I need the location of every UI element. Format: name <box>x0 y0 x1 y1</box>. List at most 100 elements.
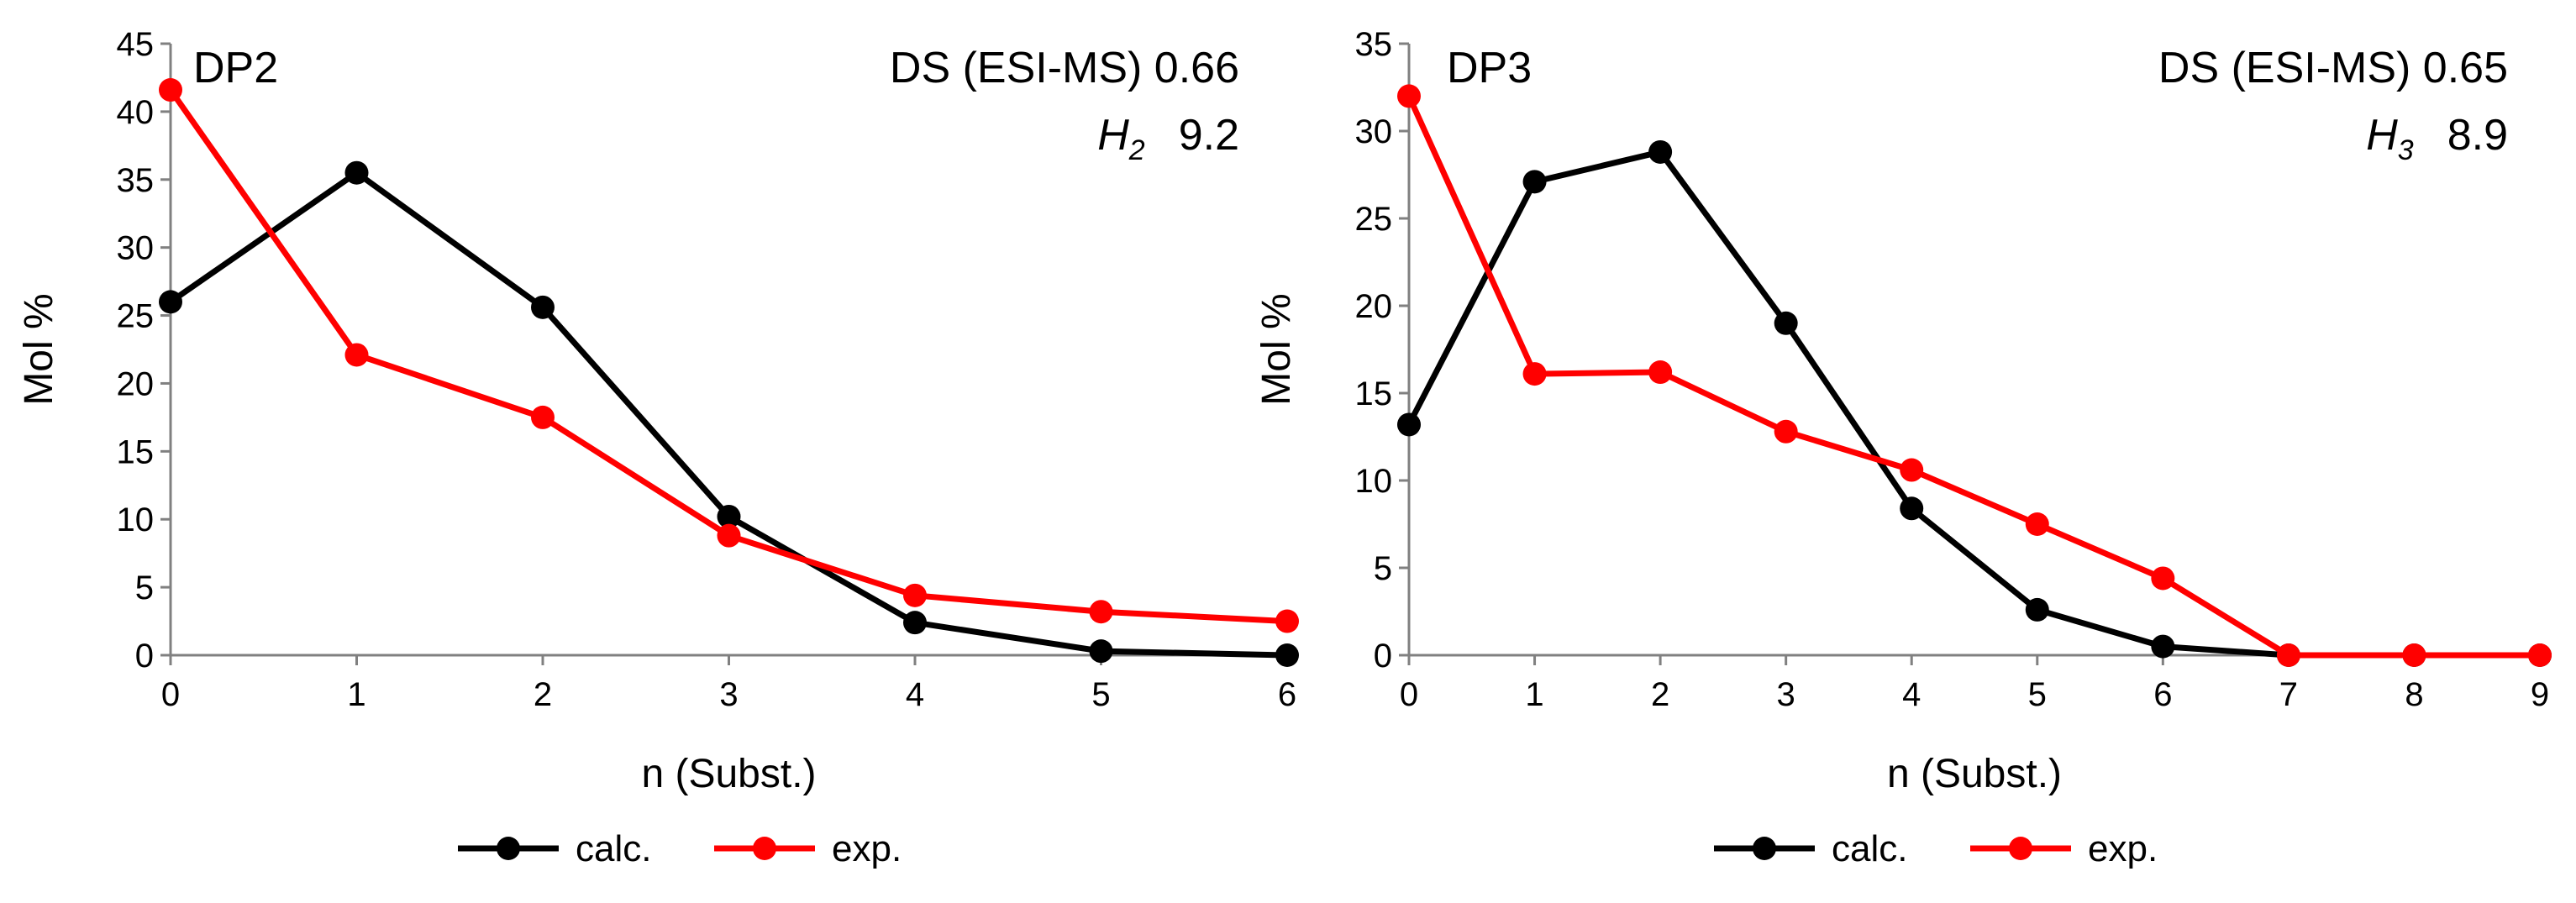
y-tick-label: 5 <box>135 570 154 606</box>
data-point <box>1648 360 1673 385</box>
data-point <box>1397 84 1421 108</box>
y-tick-label: 40 <box>117 94 155 131</box>
x-tick-label: 2 <box>1651 676 1669 713</box>
y-tick-label: 15 <box>1355 375 1393 412</box>
y-tick-label: 25 <box>1355 201 1393 238</box>
x-tick-label: 5 <box>2028 676 2047 713</box>
y-tick-label: 15 <box>117 433 155 470</box>
h-subscript: 3 <box>2398 134 2414 166</box>
series-line <box>1406 149 2540 659</box>
y-axis-title: Mol % <box>1254 293 1299 405</box>
chart-panel-dp3: 0 5 10 15 20 25 30 35 0 1 2 3 4 5 6 7 8 9 n (Subst.) Mol % D… <box>1254 26 2552 869</box>
data-point <box>344 160 369 185</box>
data-point <box>2151 634 2175 659</box>
y-tick-label: 20 <box>117 365 155 402</box>
legend-marker-exp <box>2009 837 2032 860</box>
data-point <box>2025 597 2049 622</box>
h-symbol: H <box>1097 111 1129 160</box>
legend: calc. exp. <box>1714 828 2158 869</box>
x-tick-label: 3 <box>1777 676 1795 713</box>
y-axis-title: Mol % <box>17 293 61 405</box>
data-point <box>2151 566 2175 591</box>
y-tick-label: 25 <box>117 298 155 335</box>
x-tick-label: 9 <box>2531 676 2549 713</box>
legend-label-exp: exp. <box>2088 828 2158 869</box>
data-point <box>1089 600 1113 624</box>
y-tick-label: 10 <box>1355 463 1393 500</box>
y-tick-label: 20 <box>1355 288 1393 325</box>
data-point <box>1522 170 1547 194</box>
x-tick-label: 4 <box>906 676 924 713</box>
h-annotation: H3 8.9 <box>2366 111 2508 166</box>
data-point <box>2276 643 2300 667</box>
legend: calc. exp. <box>458 828 902 869</box>
y-tick-label: 0 <box>135 638 154 675</box>
x-tick-label: 3 <box>719 676 738 713</box>
h-symbol: H <box>2366 111 2398 160</box>
data-point <box>159 290 182 314</box>
x-tick-label: 8 <box>2405 676 2423 713</box>
series-exp <box>159 78 1299 633</box>
y-tick-label: 0 <box>1374 638 1392 675</box>
data-point <box>1275 609 1299 633</box>
y-tick-label: 5 <box>1374 550 1392 587</box>
y-tick-label: 35 <box>117 162 155 199</box>
x-tick-label: 5 <box>1091 676 1110 713</box>
panel-label: DP2 <box>193 44 278 92</box>
h-subscript: 2 <box>1128 134 1145 166</box>
ds-annotation: DS (ESI-MS) 0.65 <box>2158 44 2508 92</box>
legend-label-calc: calc. <box>576 828 651 869</box>
data-point <box>903 611 927 635</box>
data-point <box>903 583 927 607</box>
series-line <box>1406 94 2540 659</box>
data-point <box>717 504 741 528</box>
data-point <box>531 405 555 429</box>
data-point <box>2528 643 2552 667</box>
panel-label: DP3 <box>1447 44 1532 92</box>
y-tick-label: 35 <box>1355 26 1393 63</box>
series-calc <box>1397 139 2552 667</box>
x-tick-label: 6 <box>2153 676 2172 713</box>
y-tick-label: 30 <box>1355 113 1393 150</box>
data-point <box>344 343 369 367</box>
legend-marker-calc <box>497 837 520 860</box>
h-value: 8.9 <box>2447 111 2508 160</box>
data-point <box>1522 362 1547 386</box>
series-line <box>169 170 1288 659</box>
data-point <box>1397 412 1421 437</box>
data-point <box>717 523 741 548</box>
data-point <box>1648 139 1673 164</box>
data-point <box>1774 311 1798 335</box>
y-tick-label: 45 <box>117 26 155 63</box>
x-tick-label: 7 <box>2279 676 2298 713</box>
x-tick-label: 2 <box>534 676 552 713</box>
x-tick-label: 0 <box>1400 676 1418 713</box>
data-point <box>2025 512 2049 536</box>
data-point <box>1900 458 1924 482</box>
legend-label-exp: exp. <box>832 828 902 869</box>
x-tick-label: 4 <box>1902 676 1921 713</box>
data-point <box>1900 496 1924 521</box>
x-tick-label: 6 <box>1278 676 1296 713</box>
data-point <box>1089 639 1113 664</box>
legend-marker-calc <box>1753 837 1776 860</box>
h-annotation: H2 9.2 <box>1097 111 1239 166</box>
x-tick-label: 1 <box>347 676 365 713</box>
ds-annotation: DS (ESI-MS) 0.66 <box>890 44 1239 92</box>
data-point <box>1774 419 1798 444</box>
x-axis-title: n (Subst.) <box>1887 752 2062 796</box>
x-tick-label: 1 <box>1525 676 1543 713</box>
legend-label-calc: calc. <box>1832 828 1907 869</box>
data-point <box>2402 643 2426 667</box>
series-calc <box>159 160 1299 667</box>
data-point <box>1275 643 1299 667</box>
h-value: 9.2 <box>1179 111 1239 160</box>
x-axis-title: n (Subst.) <box>641 752 816 796</box>
data-point <box>531 295 555 319</box>
legend-marker-exp <box>753 837 776 860</box>
x-tick-label: 0 <box>161 676 180 713</box>
y-tick-label: 30 <box>117 230 155 267</box>
y-tick-label: 10 <box>117 501 155 538</box>
